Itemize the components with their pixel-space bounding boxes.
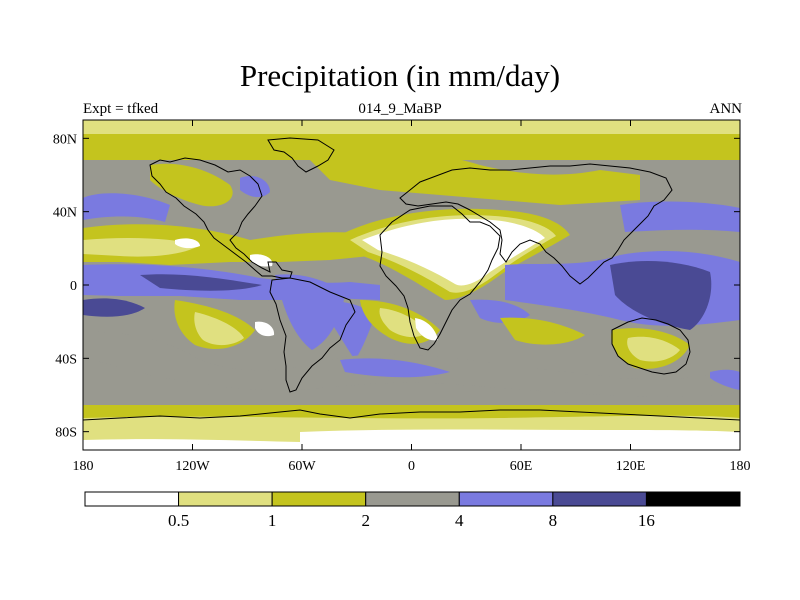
coast-antarctica bbox=[83, 409, 740, 421]
colorbar-segment bbox=[271, 491, 367, 507]
field-s-storm-blue-e bbox=[710, 369, 740, 390]
field-itcz-dark-west bbox=[83, 298, 145, 317]
coast-eurasia bbox=[399, 163, 673, 285]
field-north-pale bbox=[83, 120, 740, 134]
field-australia-pale bbox=[627, 336, 680, 362]
lon-tick-label: 60W bbox=[288, 459, 316, 474]
lat-tick-label: 80N bbox=[53, 132, 77, 147]
lat-tick-label: 0 bbox=[70, 279, 77, 294]
field-sio-olive bbox=[500, 317, 585, 345]
field-safrica-dry bbox=[415, 318, 438, 341]
colorbar-segment bbox=[178, 491, 273, 507]
colorbar-label: 1 bbox=[268, 511, 277, 530]
colorbar-segment bbox=[645, 491, 741, 507]
lon-tick-label: 120E bbox=[616, 459, 646, 474]
plot-title: Precipitation (in mm/day) bbox=[239, 58, 561, 93]
lon-tick-label: 60E bbox=[510, 459, 533, 474]
lon-tick-label: 180 bbox=[730, 459, 751, 474]
colorbar-segment bbox=[84, 491, 180, 507]
field-itcz-dark-pac bbox=[140, 274, 262, 291]
colorbar-segment bbox=[365, 491, 460, 507]
field-antarctic-white bbox=[300, 429, 740, 450]
colorbar-segment bbox=[458, 491, 554, 507]
precip-field bbox=[83, 120, 740, 450]
field-eurasia-olive bbox=[300, 145, 640, 205]
time-label: 014_9_MaBP bbox=[358, 101, 442, 117]
colorbar-label: 4 bbox=[455, 511, 464, 530]
field-mexico-dry bbox=[250, 254, 273, 267]
field-amazon-blue bbox=[275, 274, 345, 350]
field-natl-blue bbox=[240, 175, 270, 198]
lat-axis: 80N 40N 0 40S 80S bbox=[53, 132, 740, 441]
lon-axis: 180 120W 60W 0 60E 120E 180 bbox=[73, 120, 751, 474]
lon-tick-label: 120W bbox=[175, 459, 210, 474]
lat-tick-label: 40S bbox=[55, 352, 77, 367]
field-wpac-blue bbox=[620, 201, 740, 232]
colorbar: 0.5 1 2 4 8 16 bbox=[84, 491, 741, 530]
colorbar-segment bbox=[552, 491, 647, 507]
lon-tick-label: 180 bbox=[73, 459, 94, 474]
field-io-blue bbox=[470, 299, 530, 323]
coast-greenland bbox=[267, 137, 335, 173]
field-sepac-pale bbox=[194, 312, 244, 346]
field-antarctic-white-w bbox=[83, 439, 300, 450]
lat-tick-label: 40N bbox=[53, 206, 77, 221]
season-label: ANN bbox=[709, 101, 743, 117]
colorbar-label: 0.5 bbox=[168, 511, 189, 530]
coast-south-america bbox=[269, 277, 356, 393]
coast-australia bbox=[611, 317, 691, 375]
field-subtrop-n-pale bbox=[83, 237, 200, 257]
field-satl-blue bbox=[320, 300, 375, 360]
field-namerica-olive bbox=[150, 163, 233, 207]
colorbar-label: 2 bbox=[361, 511, 370, 530]
lon-tick-label: 0 bbox=[408, 459, 415, 474]
field-npac-blue bbox=[83, 193, 170, 222]
experiment-label: Expt = tfked bbox=[83, 101, 159, 117]
colorbar-label: 8 bbox=[549, 511, 558, 530]
coastlines bbox=[83, 137, 740, 421]
field-npac-dry bbox=[175, 238, 200, 249]
field-sepac-white bbox=[255, 321, 275, 337]
lat-tick-label: 80S bbox=[55, 426, 77, 441]
field-warmpool-dark bbox=[610, 260, 712, 330]
field-satl-pale bbox=[379, 308, 428, 338]
coast-africa bbox=[379, 205, 501, 351]
coast-north-america bbox=[149, 157, 293, 279]
colorbar-label: 16 bbox=[638, 511, 655, 530]
field-s-storm-blue bbox=[340, 358, 450, 378]
